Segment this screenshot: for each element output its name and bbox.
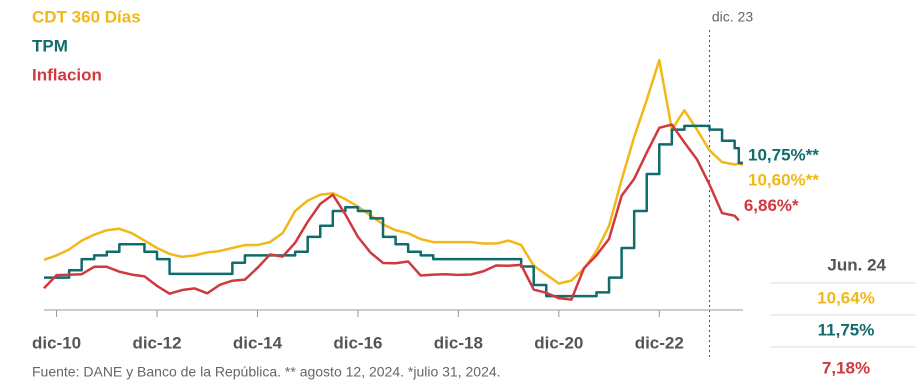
legend-entry: CDT 360 Días: [32, 7, 141, 26]
source: Fuente: DANE y Banco de la República. **…: [32, 364, 501, 380]
table-cell: 11,75%: [818, 320, 875, 339]
end-label: 6,86%*: [744, 196, 799, 215]
legend-entry: TPM: [32, 36, 68, 55]
x-tick-label: dic-16: [333, 333, 382, 352]
x-tick-label: dic-10: [32, 333, 81, 352]
table-cell: 7,18%: [822, 358, 870, 377]
end-label: 10,75%**: [748, 145, 819, 164]
annotation-label: dic. 23: [712, 9, 753, 25]
table-header: Jun. 24: [827, 255, 886, 274]
series-line: [43, 123, 740, 301]
table-cell: 10,64%: [817, 288, 875, 307]
x-tick-label: dic-14: [233, 333, 283, 352]
x-tick-label: dic-20: [534, 333, 583, 352]
end-label: 10,60%**: [748, 171, 819, 190]
x-tick-label: dic-12: [132, 333, 181, 352]
legend-entry: Inflacion: [32, 65, 102, 84]
series-line: [43, 58, 744, 285]
series-line: [44, 124, 743, 298]
x-tick-label: dic-18: [434, 333, 483, 352]
x-tick-label: dic-22: [635, 333, 684, 352]
